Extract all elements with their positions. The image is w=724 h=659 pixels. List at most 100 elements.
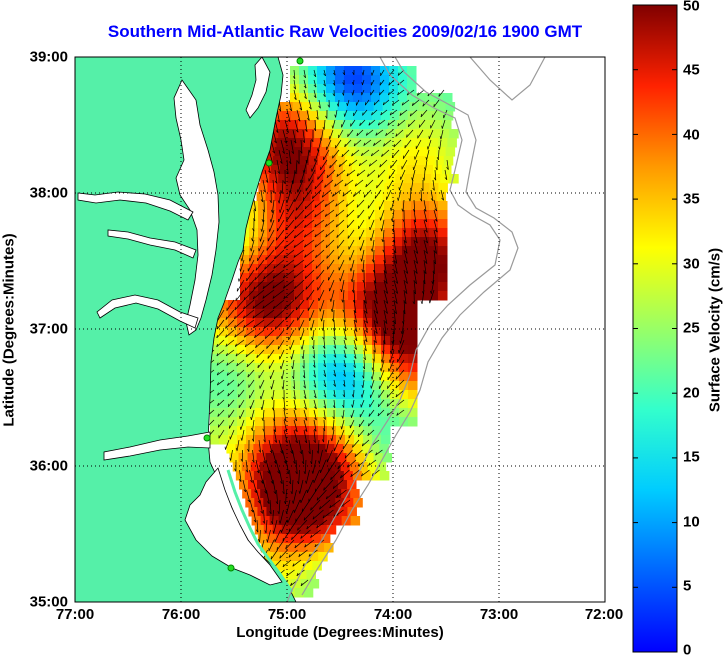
- velocity-cell: [273, 426, 283, 436]
- velocity-cell: [283, 102, 294, 112]
- velocity-cell: [291, 327, 301, 337]
- velocity-arrow: [305, 179, 314, 192]
- velocity-arrow: [357, 429, 365, 438]
- velocity-cell: [429, 291, 439, 301]
- velocity-arrow-head: [343, 328, 347, 332]
- velocity-arrow: [230, 449, 233, 461]
- velocity-cell: [408, 408, 418, 418]
- velocity-arrow: [259, 379, 265, 389]
- velocity-arrow: [323, 339, 326, 349]
- velocity-cell: [318, 336, 328, 346]
- velocity-cell: [294, 282, 304, 292]
- velocity-arrow: [372, 359, 375, 371]
- velocity-arrow: [287, 199, 295, 213]
- velocity-arrow: [433, 199, 438, 212]
- velocity-arrow: [262, 449, 266, 464]
- velocity-arrow: [367, 429, 375, 437]
- velocity-cell: [324, 543, 334, 553]
- velocity-arrow-head: [368, 423, 370, 427]
- velocity-arrow-head: [284, 501, 286, 505]
- velocity-arrow: [316, 109, 319, 120]
- velocity-cell: [353, 93, 363, 103]
- velocity-cell: [382, 453, 393, 463]
- velocity-arrow-head: [260, 406, 263, 410]
- velocity-cell: [368, 174, 378, 184]
- velocity-cell: [375, 219, 385, 229]
- velocity-arrow: [245, 459, 248, 473]
- velocity-arrow: [270, 209, 275, 223]
- velocity-cell: [299, 66, 309, 76]
- velocity-arrow: [370, 89, 375, 96]
- velocity-cell: [379, 165, 389, 175]
- velocity-arrow: [298, 99, 303, 111]
- velocity-cell: [313, 462, 324, 472]
- velocity-arrow: [318, 289, 325, 302]
- velocity-cell: [320, 534, 331, 544]
- velocity-arrow-head: [284, 236, 287, 240]
- velocity-arrow-head: [280, 376, 283, 380]
- velocity-arrow: [256, 519, 259, 533]
- velocity-cell: [237, 372, 247, 382]
- velocity-cell: [363, 336, 373, 346]
- velocity-arrow: [272, 279, 285, 289]
- velocity-cell: [381, 408, 391, 418]
- velocity-arrow-head: [299, 451, 303, 454]
- velocity-cell: [300, 327, 310, 337]
- velocity-cell: [372, 354, 382, 364]
- velocity-arrow-head: [325, 223, 327, 227]
- velocity-arrow-head: [299, 179, 302, 183]
- velocity-cell: [327, 426, 337, 436]
- velocity-arrow: [434, 169, 437, 181]
- velocity-arrow: [288, 329, 295, 341]
- velocity-cell: [344, 84, 354, 94]
- velocity-arrow: [363, 319, 368, 333]
- velocity-arrow-head: [332, 485, 335, 489]
- velocity-cell: [354, 417, 364, 427]
- velocity-cell: [251, 516, 262, 526]
- velocity-cell: [323, 129, 333, 139]
- velocity-cell: [237, 408, 247, 418]
- velocity-arrow: [354, 449, 363, 457]
- velocity-arrow-head: [258, 538, 260, 543]
- velocity-arrow: [353, 339, 357, 350]
- velocity-arrow: [325, 219, 335, 228]
- velocity-arrow: [292, 359, 295, 369]
- velocity-cell: [256, 453, 267, 463]
- velocity-arrow-head: [441, 125, 443, 129]
- velocity-arrow: [356, 199, 365, 208]
- velocity-arrow: [363, 189, 372, 198]
- velocity-arrow: [373, 139, 382, 146]
- velocity-arrow-head: [292, 375, 295, 379]
- velocity-cell: [274, 192, 285, 202]
- velocity-arrow-head: [273, 461, 277, 464]
- velocity-arrow: [295, 159, 298, 174]
- velocity-arrow-head: [304, 129, 308, 132]
- velocity-arrow-head: [270, 209, 273, 213]
- velocity-arrow: [353, 289, 356, 303]
- velocity-arrow-head: [302, 140, 305, 143]
- velocity-arrow-head: [263, 276, 266, 280]
- velocity-cell: [321, 183, 331, 193]
- velocity-cell: [264, 363, 274, 373]
- velocity-arrow-head: [352, 72, 355, 76]
- velocity-arrow-head: [422, 177, 425, 181]
- velocity-arrow-head: [325, 244, 328, 248]
- velocity-arrow: [391, 149, 400, 158]
- velocity-cell: [334, 120, 344, 130]
- velocity-arrow-head: [282, 151, 285, 154]
- velocity-arrow: [274, 169, 278, 184]
- velocity-arrow: [360, 239, 365, 251]
- velocity-cell: [273, 417, 283, 427]
- velocity-arrow: [303, 389, 307, 399]
- velocity-arrow-head: [370, 376, 373, 380]
- velocity-cell: [346, 102, 357, 112]
- velocity-arrow: [280, 139, 285, 154]
- velocity-arrow-head: [293, 461, 296, 464]
- velocity-arrow: [347, 219, 355, 229]
- velocity-cell: [348, 210, 358, 220]
- velocity-arrow: [274, 249, 285, 260]
- rappahannock-river: [107, 229, 197, 259]
- velocity-cell: [316, 471, 327, 481]
- velocity-arrow-head: [314, 543, 317, 548]
- velocity-arrow-head: [375, 331, 378, 334]
